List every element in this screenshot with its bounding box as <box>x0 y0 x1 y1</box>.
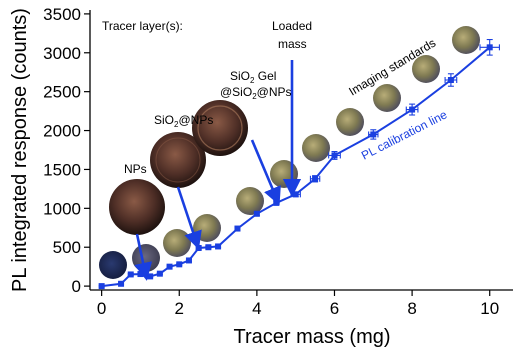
x-tick-label: 6 <box>330 299 339 318</box>
x-tick-label: 10 <box>480 299 499 318</box>
data-point <box>273 199 280 206</box>
loaded-mass-label-1: Loaded <box>272 19 312 33</box>
image-standard-7 <box>336 108 364 136</box>
tracer-layers-label: Tracer layer(s): <box>102 19 183 33</box>
x-ticks: 0 2 4 6 8 10 <box>97 290 499 318</box>
data-point <box>118 280 125 287</box>
data-point <box>176 261 183 268</box>
data-point <box>166 263 173 270</box>
image-standard-5 <box>270 160 298 188</box>
data-point <box>147 273 154 280</box>
nps-label: NPs <box>124 162 147 176</box>
y-tick-label: 3500 <box>43 5 81 24</box>
data-point <box>331 152 338 159</box>
y-tick-label: 1000 <box>43 199 81 218</box>
data-point <box>205 244 212 251</box>
loaded-mass-label-2: mass <box>278 37 307 51</box>
y-tick-label: 0 <box>72 277 81 296</box>
image-standard-1 <box>132 244 160 272</box>
data-point <box>185 257 192 264</box>
data-point <box>137 271 144 278</box>
tracer-arrows <box>134 60 302 281</box>
data-point <box>312 175 319 182</box>
image-sio2-nps <box>150 132 206 188</box>
y-tick-label: 2500 <box>43 83 81 102</box>
image-standard-8 <box>373 84 401 112</box>
data-point <box>156 270 163 277</box>
axes: 0 500 1000 1500 2000 2500 3000 3500 0 2 4 6 8 10 <box>43 5 513 318</box>
image-standard-2 <box>163 229 191 257</box>
x-axis-title: Tracer mass (mg) <box>233 326 390 348</box>
y-tick-label: 3000 <box>43 44 81 63</box>
sio2-gel-label-2: @SiO2@NPs <box>220 85 292 101</box>
data-point <box>409 106 416 113</box>
data-point <box>195 245 202 251</box>
data-point <box>292 191 299 198</box>
y-tick-label: 2000 <box>43 122 81 141</box>
y-ticks: 0 500 1000 1500 2000 2500 3000 3500 <box>43 5 90 296</box>
x-tick-label: 2 <box>175 299 184 318</box>
sample-images <box>99 26 480 279</box>
data-point <box>215 243 222 250</box>
arrow-sio2-gel <box>250 139 281 206</box>
data-point <box>98 283 105 290</box>
image-sio2-gel <box>192 100 248 156</box>
sio2-nps-label: SiO2@NPs <box>154 113 213 129</box>
x-tick-label: 0 <box>97 299 106 318</box>
image-standard-10 <box>452 26 480 54</box>
data-point <box>127 271 134 278</box>
calibration-series <box>98 39 500 290</box>
data-point <box>253 210 260 217</box>
image-standard-9 <box>412 55 440 83</box>
x-tick-label: 8 <box>407 299 416 318</box>
arrow-sio2-nps <box>176 186 202 250</box>
data-point <box>486 44 493 51</box>
y-axis-title: PL integrated response (counts) <box>9 8 31 292</box>
x-tick-label: 4 <box>252 299 261 318</box>
image-standard-4 <box>236 187 264 215</box>
arrow-nps <box>134 233 153 281</box>
image-standard-0 <box>99 251 127 279</box>
data-point <box>370 131 377 138</box>
y-tick-label: 500 <box>53 238 81 257</box>
series-line <box>101 46 491 288</box>
y-tick-label: 1500 <box>43 160 81 179</box>
image-standard-6 <box>302 134 330 162</box>
data-point <box>234 225 241 232</box>
image-nps <box>109 179 165 235</box>
image-standard-3 <box>193 214 221 242</box>
data-point <box>447 77 454 83</box>
sio2-gel-label-1: SiO2 Gel <box>230 69 276 85</box>
